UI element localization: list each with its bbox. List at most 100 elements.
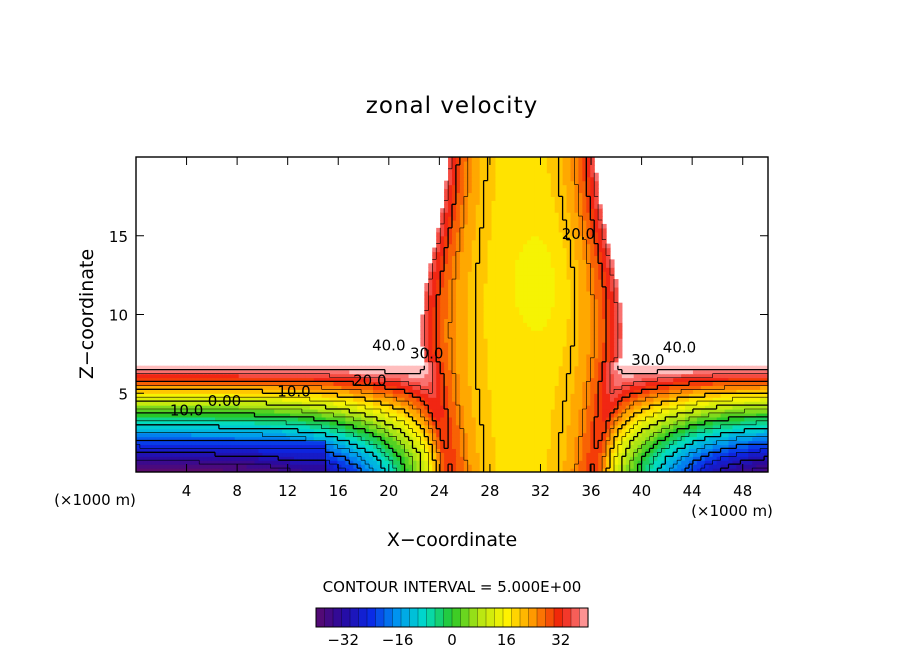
field-cell: [515, 456, 520, 461]
field-cell: [531, 468, 536, 472]
field-cell: [452, 444, 457, 449]
field-cell: [586, 452, 591, 457]
field-cell: [511, 373, 516, 379]
field-cell: [207, 393, 212, 398]
field-cell: [752, 405, 757, 410]
field-cell: [724, 444, 730, 449]
field-cell: [578, 456, 583, 461]
field-cell: [483, 393, 489, 398]
field-cell: [139, 468, 145, 472]
field-cell: [297, 397, 303, 402]
field-cell: [412, 420, 418, 426]
field-cell: [531, 412, 536, 418]
field-cell: [495, 432, 500, 438]
field-cell: [325, 460, 331, 465]
field-cell: [167, 452, 173, 457]
field-cell: [570, 444, 576, 449]
field-cell: [222, 385, 228, 390]
field-cell: [294, 373, 299, 379]
field-cell: [471, 401, 477, 406]
field-cell: [677, 416, 682, 422]
field-cell: [748, 405, 753, 410]
field-cell: [531, 346, 536, 351]
field-cell: [756, 412, 761, 418]
field-cell: [649, 448, 655, 453]
field-cell: [566, 373, 572, 379]
field-cell: [384, 412, 390, 418]
field-cell: [432, 436, 437, 442]
field-cell: [191, 393, 196, 398]
field-cell: [653, 373, 658, 379]
field-cell: [373, 397, 378, 402]
field-cell: [534, 389, 540, 394]
field-cell: [388, 420, 394, 426]
field-cell: [696, 401, 702, 406]
field-cell: [720, 468, 726, 472]
field-cell: [203, 385, 208, 390]
field-cell: [606, 440, 611, 446]
field-cell: [507, 460, 512, 465]
field-cell: [341, 393, 346, 398]
field-cell: [578, 432, 583, 438]
field-cell: [716, 456, 722, 461]
field-cell: [353, 373, 358, 379]
field-cell: [657, 460, 662, 465]
field-cell: [270, 468, 275, 472]
field-cell: [728, 464, 734, 469]
field-cell: [376, 389, 382, 394]
field-cell: [562, 428, 568, 434]
field-cell: [613, 385, 619, 390]
field-cell: [349, 405, 354, 410]
field-cell: [724, 409, 730, 414]
field-cell: [558, 424, 564, 430]
field-cell: [566, 381, 572, 386]
field-cell: [602, 334, 607, 339]
field-cell: [677, 365, 682, 371]
field-cell: [495, 424, 500, 430]
field-cell: [297, 409, 303, 414]
field-cell: [211, 412, 216, 418]
field-cell: [215, 405, 220, 410]
field-cell: [459, 357, 465, 363]
field-cell: [452, 416, 457, 422]
field-cell: [199, 464, 204, 469]
field-cell: [195, 365, 200, 371]
field-cell: [550, 369, 556, 375]
field-cell: [317, 444, 323, 449]
field-cell: [479, 412, 485, 418]
field-cell: [400, 377, 406, 383]
field-cell: [645, 412, 651, 418]
field-cell: [179, 440, 184, 446]
field-cell: [740, 389, 745, 394]
field-cell: [527, 412, 532, 418]
field-cell: [756, 389, 761, 394]
field-cell: [376, 468, 382, 472]
field-cell: [428, 322, 433, 327]
field-cell: [183, 444, 188, 449]
field-cell: [673, 405, 678, 410]
field-cell: [491, 357, 497, 363]
field-cell: [195, 373, 200, 379]
field-cell: [582, 424, 587, 430]
field-cell: [475, 452, 481, 457]
field-cell: [728, 377, 734, 383]
field-cell: [613, 377, 619, 383]
field-cell: [665, 440, 670, 446]
field-cell: [147, 389, 153, 394]
field-cell: [696, 420, 702, 426]
field-cell: [760, 460, 765, 465]
field-cell: [570, 334, 576, 339]
field-cell: [151, 369, 157, 375]
field-cell: [503, 456, 508, 461]
field-cell: [408, 448, 414, 453]
field-cell: [432, 468, 437, 472]
field-cell: [215, 365, 220, 371]
field-cell: [578, 373, 583, 379]
field-cell: [187, 412, 192, 418]
field-cell: [645, 460, 651, 465]
field-cell: [266, 401, 271, 406]
field-cell: [175, 409, 181, 414]
field-cell: [317, 468, 323, 472]
field-cell: [586, 365, 591, 371]
field-cell: [479, 385, 485, 390]
